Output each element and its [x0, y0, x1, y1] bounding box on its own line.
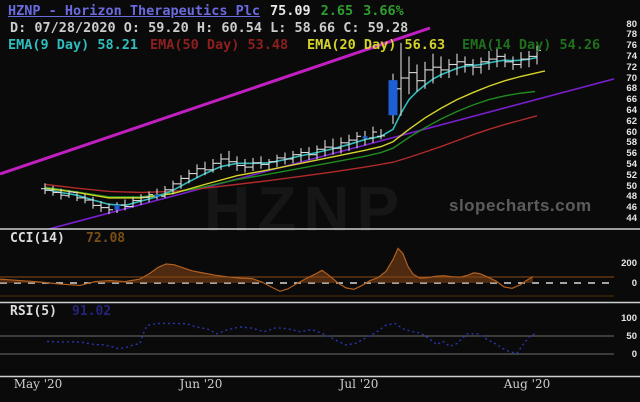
price-axis-label: 68 — [626, 83, 637, 95]
candle-body-down — [114, 204, 120, 210]
cci-value: 72.08 — [86, 231, 126, 246]
trendline-lower — [45, 78, 614, 229]
price-axis-label: 46 — [626, 202, 637, 214]
price-axis-label: 54 — [626, 158, 637, 170]
slopecharts-watermark: slopecharts.com — [449, 196, 592, 215]
price-axis-label: 72 — [626, 61, 637, 73]
price-axis-label: 78 — [626, 29, 637, 41]
price-axis-label: 58 — [626, 137, 637, 149]
price-axis-label: 76 — [626, 40, 637, 52]
rsi-plot — [0, 322, 614, 355]
price-axis-label: 64 — [626, 104, 637, 116]
ema-line — [44, 56, 538, 207]
date-axis-label: Aug '20 — [503, 377, 551, 391]
ema-legend-item: EMA(20 Day) 56.63 — [307, 37, 446, 53]
header-line-1: HZNP - Horizon Therapeutics Plc 75.09 2.65… — [8, 3, 404, 19]
rsi-axis-label: 100 — [621, 312, 637, 324]
ema-legend-item: EMA(50 Day) 53.48 — [150, 37, 289, 53]
price-axis-label: 52 — [626, 169, 637, 181]
candle-body-down — [154, 194, 160, 197]
price-axis-label: 50 — [626, 180, 637, 192]
cci-axis-label: 200 — [621, 257, 637, 269]
price-axis-label: 44 — [626, 212, 637, 224]
ohlc-readout: D: 07/28/2020 O: 59.20 H: 60.54 L: 58.66… — [10, 20, 409, 36]
cci-area — [0, 248, 533, 283]
ema-legend-item: EMA(9 Day) 58.21 — [8, 37, 139, 53]
rsi-value: 91.02 — [72, 304, 112, 319]
cci-plot — [0, 247, 614, 297]
price-change: 2.65 — [320, 3, 354, 19]
ema-line — [44, 90, 536, 198]
price-axis-label: 56 — [626, 148, 637, 160]
price-axis-label: 60 — [626, 126, 637, 138]
rsi-line — [46, 322, 538, 355]
cci-line — [0, 247, 534, 292]
price-axis-label: 74 — [626, 50, 637, 62]
ema-line — [44, 115, 538, 194]
symbol-title-link[interactable]: HZNP - Horizon Therapeutics Plc — [8, 3, 260, 19]
cci-panel-label: CCI(14) — [10, 231, 65, 246]
rsi-axis-label: 0 — [631, 348, 637, 360]
ema-legend-item: EMA(14 Day) 54.26 — [462, 37, 601, 53]
date-axis-label: Jul '20 — [339, 377, 379, 391]
price-axis-label: 62 — [626, 115, 637, 127]
rsi-axis-label: 50 — [626, 330, 637, 342]
candle-body-down — [388, 80, 398, 116]
price-change-pct: 3.66% — [363, 3, 404, 19]
date-axis-label: May '20 — [13, 377, 63, 391]
price-axis-label: 70 — [626, 72, 637, 84]
date-axis-label: Jun '20 — [179, 377, 223, 391]
rsi-panel-label: RSI(5) — [10, 304, 57, 319]
price-axis-label: 48 — [626, 191, 637, 203]
price-axis-label: 66 — [626, 94, 637, 106]
cci-axis-label: 0 — [631, 277, 637, 289]
last-price: 75.09 — [269, 3, 311, 19]
trendline-upper — [0, 26, 431, 176]
price-axis-label: 80 — [626, 18, 637, 30]
main-plot — [0, 26, 614, 229]
candle-body-down — [362, 136, 368, 139]
